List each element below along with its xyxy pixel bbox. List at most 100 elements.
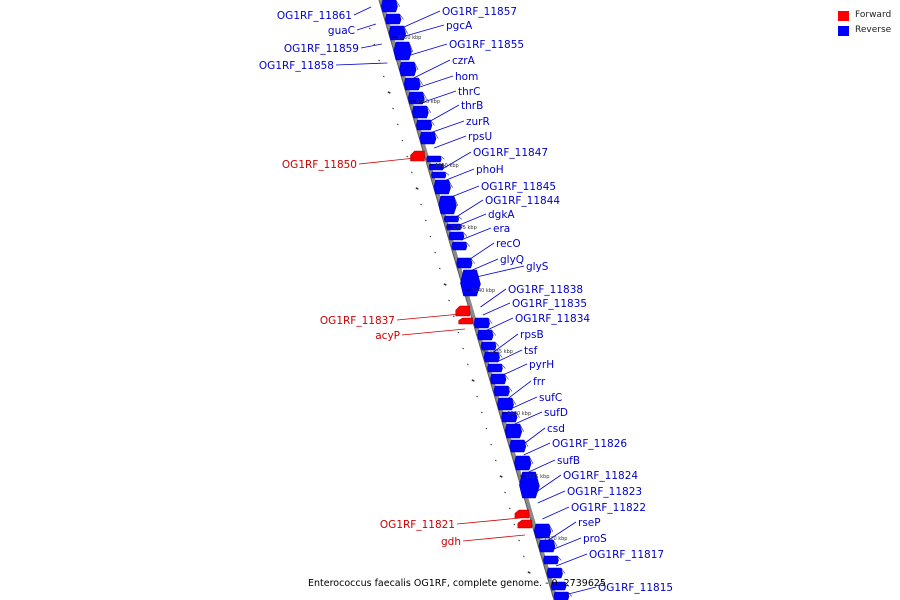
gene-label: OG1RF_11845 xyxy=(448,181,556,199)
reverse-gene-shade xyxy=(557,555,562,561)
reverse-gene-block xyxy=(381,0,398,13)
reverse-gene-block xyxy=(553,591,570,600)
position-marker xyxy=(448,299,451,302)
gene-label: thrC xyxy=(420,86,480,104)
reverse-gene-shade xyxy=(491,329,496,336)
reverse-gene-block xyxy=(403,77,421,91)
gene-label: OG1RF_11844 xyxy=(454,195,560,219)
gene-leader-line xyxy=(528,459,556,473)
gene-leader-line xyxy=(507,380,532,400)
reverse-gene-shade xyxy=(494,341,500,347)
reverse-gene-shade xyxy=(470,257,475,264)
reverse-gene-block xyxy=(433,179,451,195)
gene-label: proS xyxy=(551,533,607,551)
position-marker xyxy=(368,27,371,30)
gene-label-text: OG1RF_11838 xyxy=(508,284,583,296)
gene-label-text: OG1RF_11817 xyxy=(589,549,664,561)
gene-label-text: czrA xyxy=(452,55,476,67)
gene-leader-line xyxy=(440,151,472,171)
gene-label: guaC xyxy=(328,23,377,37)
gene-leader-line xyxy=(564,586,597,596)
gene-label-text: OG1RF_11857 xyxy=(442,6,517,18)
reverse-gene-block xyxy=(399,61,417,77)
position-marker xyxy=(513,523,516,526)
gene-label: OG1RF_11835 xyxy=(482,298,587,316)
gene-label-text: rpsB xyxy=(520,329,544,341)
gene-label: OG1RF_11858 xyxy=(259,60,388,72)
gene-label-text: OG1RF_11847 xyxy=(473,147,548,159)
gene-leader-line xyxy=(335,62,388,66)
gene-leader-line xyxy=(456,517,521,525)
gene-leader-line xyxy=(401,24,445,38)
gene-leader-line xyxy=(360,43,382,49)
position-marker xyxy=(396,123,399,126)
gene-leader-line xyxy=(420,90,457,104)
gene-label: OG1RF_11823 xyxy=(537,486,642,504)
reverse-gene-block xyxy=(393,41,412,61)
forward-gene-block xyxy=(458,317,473,325)
gene-leader-line xyxy=(434,135,467,149)
gene-leader-line xyxy=(542,506,570,520)
gene-label-text: frr xyxy=(533,376,546,388)
reverse-gene-block xyxy=(504,423,523,439)
reverse-gene-shade xyxy=(487,317,493,324)
reverse-gene-block xyxy=(438,195,457,215)
gene-leader-line xyxy=(466,242,495,262)
reverse-gene-shade xyxy=(515,411,520,418)
gene-label-text: OG1RF_11850 xyxy=(282,159,357,171)
gene-label-text: OG1RF_11845 xyxy=(481,181,556,193)
gene-label-text: OG1RF_11837 xyxy=(320,315,395,327)
legend: Forward Reverse xyxy=(838,8,891,38)
gene-label-text: OG1RF_11822 xyxy=(571,502,646,514)
gene-label-text: phoH xyxy=(476,164,504,176)
reverse-gene-block xyxy=(493,385,510,397)
reverse-gene-shade xyxy=(462,231,468,237)
reverse-gene-shade xyxy=(504,373,509,380)
gene-label: sufB xyxy=(528,455,580,473)
gene-label: thrB xyxy=(426,100,483,124)
gene-leader-line xyxy=(413,59,451,79)
gene-leader-line xyxy=(399,10,441,30)
gene-label-text: sufD xyxy=(544,407,568,419)
gene-label: frr xyxy=(507,376,546,400)
gene-label: sufD xyxy=(514,407,568,425)
reverse-gene-shade xyxy=(567,591,573,597)
gene-label-text: pyrH xyxy=(529,359,554,371)
position-marker xyxy=(429,235,432,238)
gene-label: OG1RF_11855 xyxy=(407,39,524,57)
gene-leader-line xyxy=(523,442,551,456)
position-marker xyxy=(504,491,507,494)
gene-label-text: glyQ xyxy=(500,254,524,266)
reverse-gene-shade xyxy=(422,91,427,99)
gene-label-text: acyP xyxy=(375,330,400,342)
position-marker xyxy=(378,59,381,62)
reverse-gene-block xyxy=(448,231,465,241)
gene-label-text: OG1RF_11861 xyxy=(277,10,352,22)
gene-leader-line xyxy=(480,288,507,308)
forward-gene-block xyxy=(410,150,425,162)
gene-label: dgkA xyxy=(456,209,515,227)
position-marker xyxy=(494,459,497,462)
reverse-gene-block xyxy=(411,105,429,119)
gene-label: OG1RF_11861 xyxy=(277,6,372,22)
position-marker xyxy=(401,139,404,142)
gene-label-text: pgcA xyxy=(446,20,473,32)
gene-label-text: thrB xyxy=(461,100,483,112)
reverse-gene-shade xyxy=(426,105,431,113)
gene-label: hom xyxy=(416,71,478,89)
scale-tick-label: 1930 kbp xyxy=(507,411,531,417)
gene-leader-line xyxy=(429,120,465,134)
position-marker xyxy=(471,379,475,382)
gene-label: rseP xyxy=(548,517,601,541)
reverse-gene-block xyxy=(473,317,490,329)
gene-label: glyS xyxy=(471,261,549,279)
legend-forward: Forward xyxy=(838,8,891,23)
gene-label-text: proS xyxy=(583,533,607,545)
forward-gene-block xyxy=(514,509,530,519)
gene-leader-line xyxy=(534,474,562,494)
gene-label: gdh xyxy=(441,534,526,548)
reverse-gene-shade xyxy=(453,195,459,207)
reverse-gene-shade xyxy=(440,155,445,160)
gene-leader-line xyxy=(401,328,465,336)
